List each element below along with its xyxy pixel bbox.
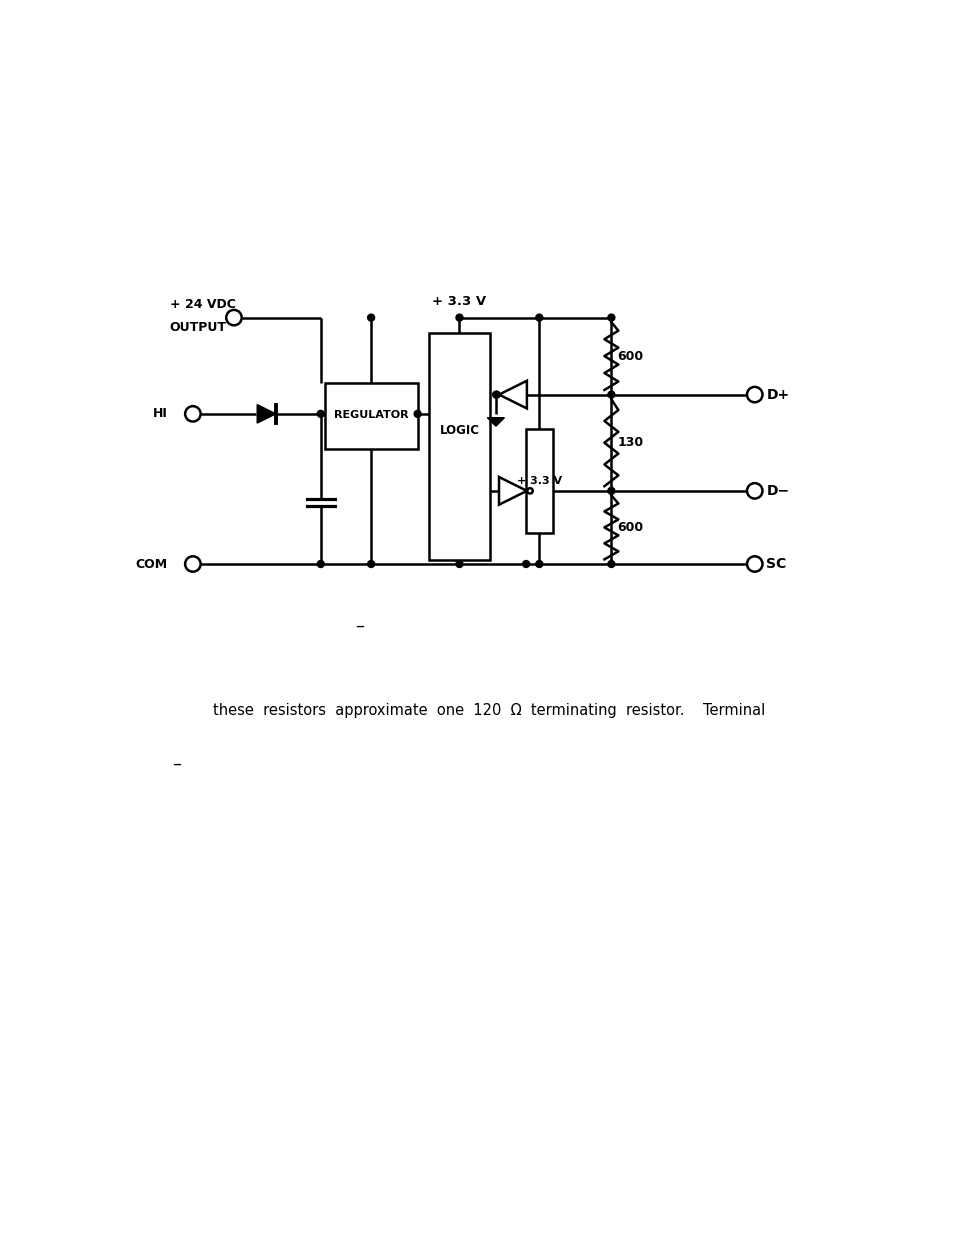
Circle shape (746, 387, 761, 403)
Text: –: – (172, 755, 181, 773)
Polygon shape (498, 380, 526, 409)
Text: HI: HI (152, 408, 167, 420)
Text: OUTPUT: OUTPUT (170, 321, 227, 333)
Circle shape (493, 391, 498, 398)
Circle shape (607, 488, 615, 494)
Text: REGULATOR: REGULATOR (334, 410, 408, 420)
Circle shape (226, 310, 241, 325)
Circle shape (456, 561, 462, 567)
Text: 130: 130 (617, 436, 643, 448)
Circle shape (185, 406, 200, 421)
Circle shape (607, 314, 615, 321)
Circle shape (536, 314, 542, 321)
Text: D−: D− (765, 484, 789, 498)
Circle shape (367, 314, 375, 321)
Circle shape (185, 556, 200, 572)
Circle shape (317, 410, 324, 417)
Text: LOGIC: LOGIC (439, 425, 479, 437)
Circle shape (536, 561, 542, 567)
Circle shape (317, 561, 324, 567)
Text: 600: 600 (617, 350, 643, 363)
Text: D+: D+ (765, 388, 789, 401)
Circle shape (746, 483, 761, 499)
Circle shape (746, 556, 761, 572)
Bar (429, 333, 489, 561)
Circle shape (367, 561, 375, 567)
Circle shape (607, 561, 615, 567)
Polygon shape (257, 405, 275, 424)
Circle shape (607, 391, 615, 398)
Bar (525, 430, 553, 534)
Bar (324, 383, 417, 448)
Circle shape (522, 561, 529, 567)
Text: + 3.3 V: + 3.3 V (517, 475, 561, 485)
Polygon shape (498, 477, 526, 505)
Polygon shape (487, 417, 504, 426)
Circle shape (493, 391, 499, 398)
Text: these  resistors  approximate  one  120  Ω  terminating  resistor.    Terminal: these resistors approximate one 120 Ω te… (213, 703, 764, 718)
Text: COM: COM (135, 557, 167, 571)
Text: –: – (355, 616, 364, 635)
Circle shape (456, 314, 462, 321)
Circle shape (414, 410, 420, 417)
Text: 600: 600 (617, 520, 643, 534)
Text: + 24 VDC: + 24 VDC (170, 299, 235, 311)
Text: SC: SC (765, 557, 786, 571)
Circle shape (527, 488, 532, 494)
Text: + 3.3 V: + 3.3 V (432, 295, 486, 309)
